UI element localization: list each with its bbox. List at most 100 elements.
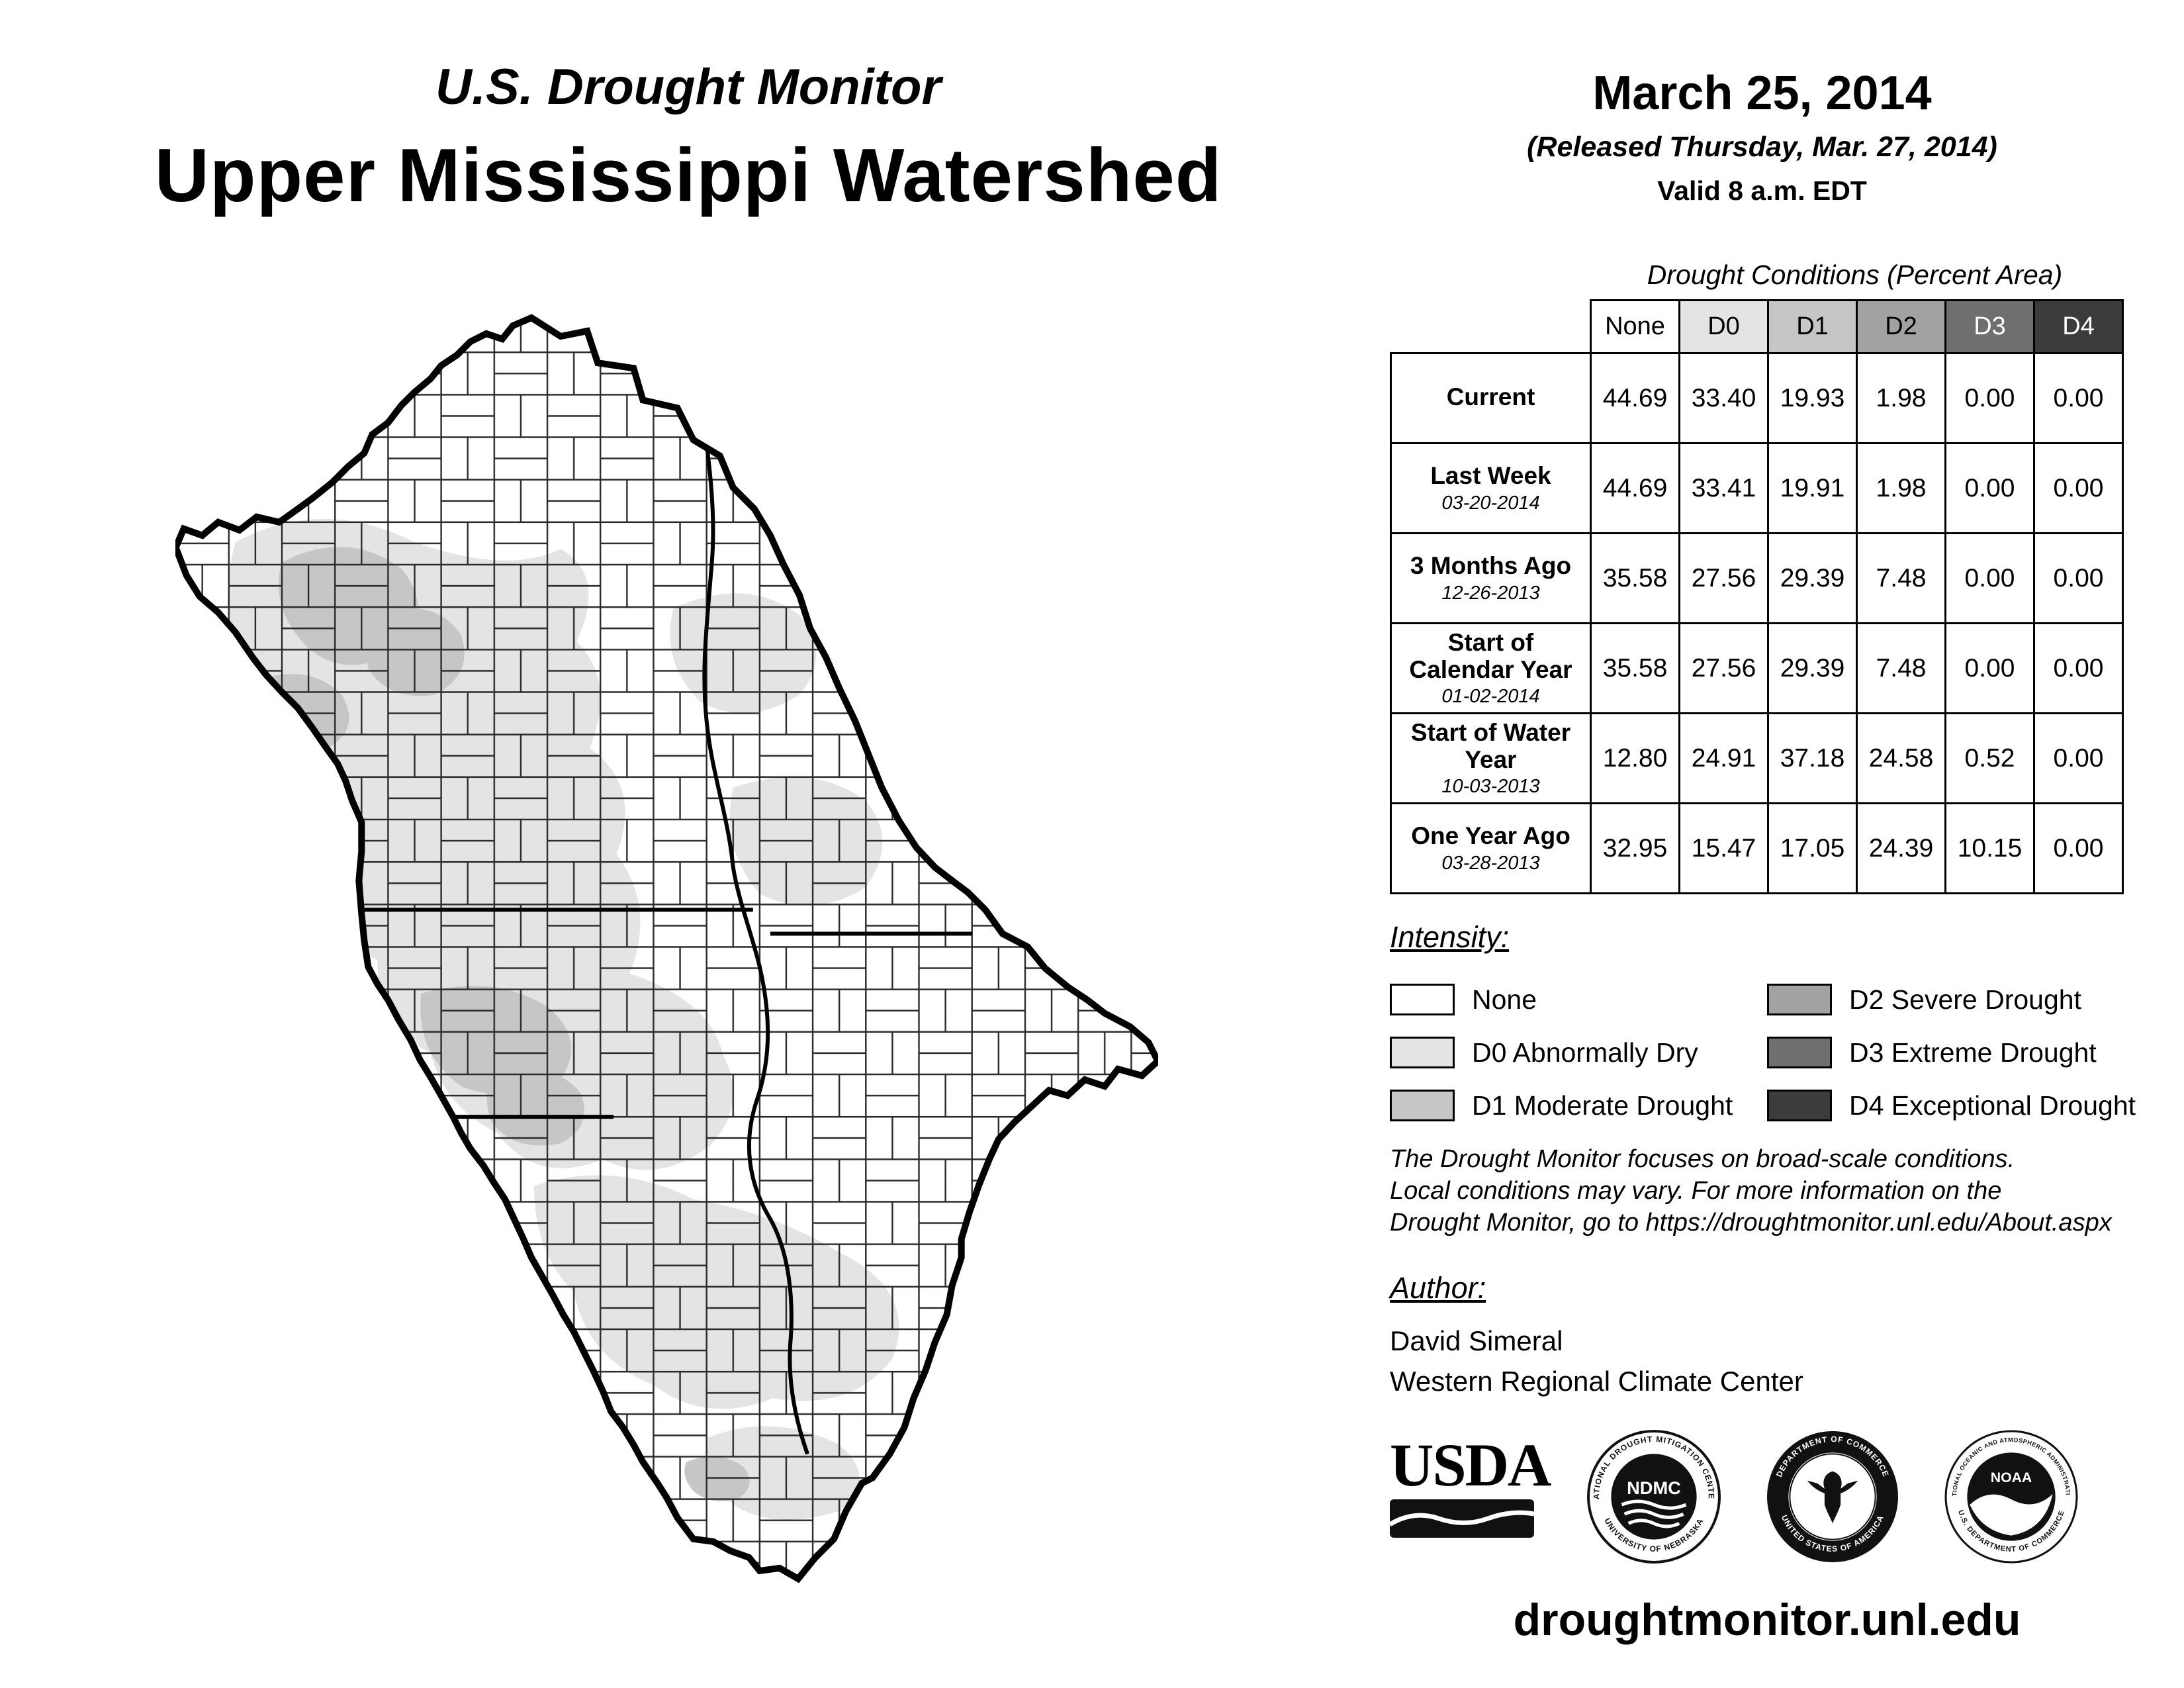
author-organization: Western Regional Climate Center [1390, 1365, 1803, 1397]
legend-grid: None D0 Abnormally Dry D1 Moderate Droug… [1390, 973, 2151, 1132]
disclaimer-line-3: Drought Monitor, go to https://droughtmo… [1390, 1208, 2112, 1237]
value-cell: 0.00 [1944, 532, 2035, 624]
value-cell: 19.93 [1767, 352, 1858, 444]
col-header-d1: D1 [1767, 299, 1858, 354]
value-cell: 24.39 [1856, 802, 1946, 894]
logo-row: USDA NATIONAL DROUGHT MITIGATION CENTER … [1390, 1430, 2158, 1572]
value-cell: 44.69 [1590, 352, 1680, 444]
drought-conditions-table: None D0 D1 D2 D3 D4 Current 44.69 33.40 … [1390, 299, 2124, 894]
row-label: Current [1390, 352, 1592, 444]
table-row-one-year-ago: One Year Ago 03-28-2013 32.95 15.47 17.0… [1390, 802, 2124, 894]
watershed-map-svg [175, 310, 1158, 1584]
legend-item-d2: D2 Severe Drought [1767, 973, 2151, 1026]
value-cell: 29.39 [1767, 532, 1858, 624]
value-cell: 37.18 [1767, 712, 1858, 804]
legend-item-none: None [1390, 973, 1767, 1026]
value-cell: 24.91 [1678, 712, 1769, 804]
author-block: Author: David Simeral Western Regional C… [1390, 1271, 1803, 1402]
state-boundaries [361, 346, 972, 1455]
value-cell: 10.15 [1944, 802, 2035, 894]
row-label: Last Week 03-20-2014 [1390, 442, 1592, 534]
intensity-legend: Intensity: None D0 Abnormally Dry D1 Mod… [1390, 920, 2151, 1132]
d3-swatch [1767, 1037, 1832, 1068]
row-label: Start of Water Year 10-03-2013 [1390, 712, 1592, 804]
d1-swatch [1390, 1090, 1455, 1121]
row-label: One Year Ago 03-28-2013 [1390, 802, 1592, 894]
row-label: 3 Months Ago 12-26-2013 [1390, 532, 1592, 624]
col-header-d4: D4 [2033, 299, 2124, 354]
value-cell: 35.58 [1590, 532, 1680, 624]
legend-item-d0: D0 Abnormally Dry [1390, 1026, 1767, 1079]
svg-text:NOAA: NOAA [1991, 1470, 2032, 1485]
legend-item-d4: D4 Exceptional Drought [1767, 1079, 2151, 1132]
mississippi-river-line [691, 346, 809, 1455]
ndmc-seal-icon: NATIONAL DROUGHT MITIGATION CENTER UNIVE… [1587, 1430, 1721, 1564]
department-of-commerce-logo: DEPARTMENT OF COMMERCE UNITED STATES OF … [1766, 1430, 1899, 1564]
none-swatch [1390, 984, 1455, 1015]
value-cell: 0.00 [2033, 622, 2124, 714]
value-cell: 1.98 [1856, 442, 1946, 534]
col-header-d2: D2 [1856, 299, 1946, 354]
valid-time: Valid 8 a.m. EDT [1657, 175, 1867, 206]
author-name: David Simeral [1390, 1325, 1563, 1356]
value-cell: 0.00 [2033, 352, 2124, 444]
table-header-row: None D0 D1 D2 D3 D4 [1390, 299, 2124, 354]
noaa-seal-icon: NATIONAL OCEANIC AND ATMOSPHERIC ADMINIS… [1944, 1430, 2078, 1564]
value-cell: 19.91 [1767, 442, 1858, 534]
footer-url[interactable]: droughtmonitor.unl.edu [1513, 1595, 2021, 1645]
value-cell: 33.41 [1678, 442, 1769, 534]
map-date: March 25, 2014 [1592, 67, 1932, 120]
table-row-3-months-ago: 3 Months Ago 12-26-2013 35.58 27.56 29.3… [1390, 532, 2124, 624]
value-cell: 7.48 [1856, 532, 1946, 624]
value-cell: 0.00 [1944, 442, 2035, 534]
value-cell: 27.56 [1678, 532, 1769, 624]
col-header-none: None [1590, 299, 1680, 354]
value-cell: 17.05 [1767, 802, 1858, 894]
legend-item-d3: D3 Extreme Drought [1767, 1026, 2151, 1079]
date-block: March 25, 2014 (Released Thursday, Mar. … [1393, 66, 2131, 207]
value-cell: 27.56 [1678, 622, 1769, 714]
release-date: (Released Thursday, Mar. 27, 2014) [1527, 131, 1997, 163]
table-row-current: Current 44.69 33.40 19.93 1.98 0.00 0.00 [1390, 352, 2124, 444]
value-cell: 0.00 [1944, 622, 2035, 714]
disclaimer-line-2: Local conditions may vary. For more info… [1390, 1176, 2002, 1205]
value-cell: 0.00 [2033, 442, 2124, 534]
author-heading: Author: [1390, 1271, 1486, 1305]
noaa-logo: NATIONAL OCEANIC AND ATMOSPHERIC ADMINIS… [1944, 1430, 2078, 1564]
d2-swatch [1767, 984, 1832, 1015]
svg-text:NDMC: NDMC [1627, 1477, 1681, 1498]
value-cell: 29.39 [1767, 622, 1858, 714]
value-cell: 1.98 [1856, 352, 1946, 444]
value-cell: 0.00 [1944, 352, 2035, 444]
usda-wordmark: USDA [1390, 1431, 1551, 1499]
legend-title: Intensity: [1390, 920, 1510, 954]
value-cell: 12.80 [1590, 712, 1680, 804]
value-cell: 24.58 [1856, 712, 1946, 804]
value-cell: 35.58 [1590, 622, 1680, 714]
value-cell: 0.52 [1944, 712, 2035, 804]
value-cell: 15.47 [1678, 802, 1769, 894]
table-row-start-water-year: Start of Water Year 10-03-2013 12.80 24.… [1390, 712, 2124, 804]
value-cell: 0.00 [2033, 802, 2124, 894]
watershed-map [175, 310, 1158, 1584]
usda-logo: USDA [1390, 1431, 1551, 1538]
value-cell: 7.48 [1856, 622, 1946, 714]
seagull-shape [1970, 1493, 2053, 1536]
table-row-last-week: Last Week 03-20-2014 44.69 33.41 19.91 1… [1390, 442, 2124, 534]
disclaimer-text: The Drought Monitor focuses on broad-sca… [1390, 1144, 2112, 1239]
usda-swoosh-icon [1390, 1499, 1534, 1538]
row-label: Start of Calendar Year 01-02-2014 [1390, 622, 1592, 714]
ndmc-logo: NATIONAL DROUGHT MITIGATION CENTER UNIVE… [1587, 1430, 1721, 1564]
table-title: Drought Conditions (Percent Area) [1647, 259, 2063, 290]
d4-swatch [1767, 1090, 1832, 1121]
value-cell: 32.95 [1590, 802, 1680, 894]
col-header-d3: D3 [1944, 299, 2035, 354]
report-title: U.S. Drought Monitor [435, 59, 942, 115]
value-cell: 44.69 [1590, 442, 1680, 534]
county-grid-lines [175, 318, 1158, 1579]
table-row-start-calendar-year: Start of Calendar Year 01-02-2014 35.58 … [1390, 622, 2124, 714]
legend-item-d1: D1 Moderate Drought [1390, 1079, 1767, 1132]
table-corner-cell [1390, 300, 1591, 353]
disclaimer-line-1: The Drought Monitor focuses on broad-sca… [1390, 1145, 2015, 1173]
